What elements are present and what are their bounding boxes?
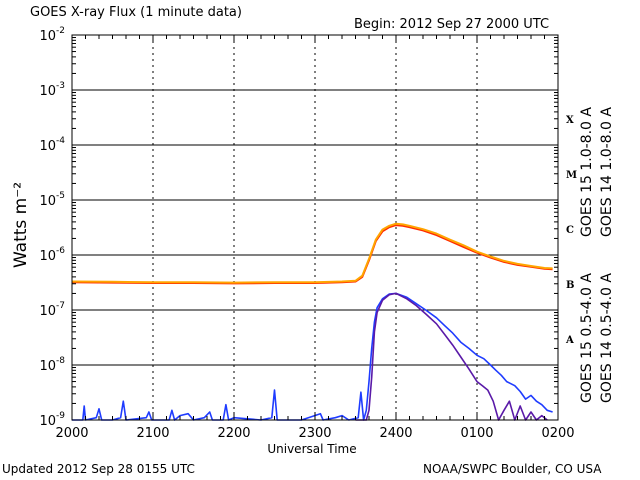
updated-label: Updated 2012 Sep 28 0155 UTC [2,462,195,476]
x-tick-label: 2300 [298,426,331,441]
y-tick-exponent: -5 [56,191,65,201]
credit-label: NOAA/SWPC Boulder, CO USA [423,462,602,476]
y-tick-exponent: -6 [56,246,65,256]
y-tick-exponent: -2 [56,26,65,36]
y-tick-label: 10 [39,29,56,44]
y-tick-exponent: -4 [56,136,65,146]
y-tick-label: 10 [39,304,56,319]
flare-class-label: B [566,280,574,291]
grid-layer [72,34,558,421]
y-tick-label: 10 [39,194,56,209]
x-axis-title: Universal Time [267,442,356,456]
legend-goes15-long: GOES 15 1.0-8.0 A [579,107,595,237]
y-tick-label: 10 [39,359,56,374]
y-tick-label: 10 [39,414,56,429]
series-line-4 [355,292,548,421]
series-line-1 [71,224,553,285]
x-tick-label: 0100 [460,426,493,441]
y-tick-exponent: -7 [56,301,65,311]
x-tick-label: 2400 [379,426,412,441]
series-line-2 [71,222,553,284]
x-tick-label: 2200 [217,426,250,441]
y-tick-label: 10 [39,139,56,154]
chart-title: GOES X-ray Flux (1 minute data) [30,5,242,20]
y-tick-exponent: -9 [56,411,65,421]
begin-label: Begin: 2012 Sep 27 2000 UTC [354,17,549,32]
legend-goes14-short: GOES 14 0.5-4.0 A [599,273,615,403]
flare-class-label: A [565,335,574,346]
series-line-3 [72,292,553,421]
y-tick-label: 10 [39,249,56,264]
flare-class-label: M [566,170,577,181]
legend-goes14-long: GOES 14 1.0-8.0 A [599,107,615,237]
y-tick-exponent: -3 [56,81,65,91]
y-tick-exponent: -8 [56,356,65,366]
y-axis-title: Watts m⁻² [11,182,31,268]
x-tick-label: 0200 [541,426,574,441]
series-layer [71,222,553,421]
flare-class-label: C [566,225,574,236]
x-tick-label: 2100 [136,426,169,441]
x-tick-label: 2000 [55,426,88,441]
flare-class-label: X [566,115,574,126]
legend-goes15-short: GOES 15 0.5-4.0 A [579,273,595,403]
y-tick-label: 10 [39,84,56,99]
